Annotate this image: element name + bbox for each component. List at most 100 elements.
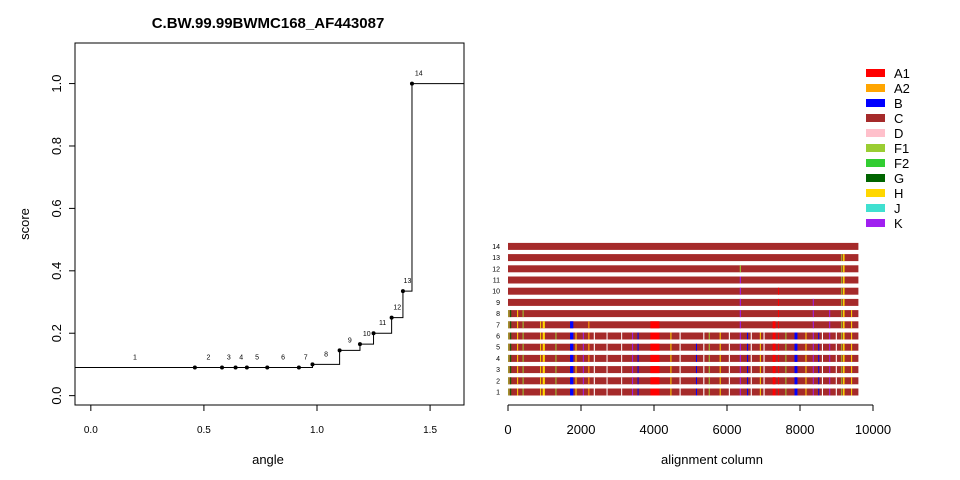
- subtype-segment: [508, 354, 510, 362]
- legend-label: A2: [894, 81, 910, 96]
- subtype-segment: [818, 332, 820, 340]
- subtype-segment: [739, 287, 741, 295]
- subtype-segment: [670, 343, 672, 351]
- alignment-gap: [763, 343, 765, 351]
- subtype-segment: [555, 388, 557, 396]
- subtype-segment: [739, 321, 741, 329]
- alignment-gap: [728, 366, 730, 374]
- subtype-segment: [785, 388, 787, 396]
- alignment-row: [508, 310, 859, 318]
- subtype-segment: [772, 332, 776, 340]
- subtype-segment: [542, 343, 545, 351]
- alignment-gap: [593, 343, 595, 351]
- y-tick-label: 1.0: [49, 75, 64, 93]
- subtype-segment: [695, 343, 697, 351]
- subtype-segment: [812, 366, 814, 374]
- subtype-segment: [588, 332, 590, 340]
- point-label: 9: [348, 337, 352, 344]
- x-tick-label: 0: [504, 422, 511, 437]
- point-label: 7: [304, 355, 308, 362]
- subtype-segment: [540, 343, 542, 351]
- alignment-row: [508, 265, 859, 273]
- subtype-segment: [829, 377, 831, 385]
- legend-label: K: [894, 216, 903, 231]
- alignment-row: [508, 388, 859, 396]
- subtype-segment: [575, 377, 577, 385]
- subtype-segment: [794, 332, 798, 340]
- subtype-segment: [708, 354, 710, 362]
- subtype-segment: [570, 321, 574, 329]
- subtype-segment: [778, 310, 780, 318]
- subtype-segment: [588, 388, 590, 396]
- alignment-gap: [593, 377, 595, 385]
- subtype-segment: [522, 343, 524, 351]
- subtype-segment: [739, 388, 741, 396]
- chart-title: C.BW.99.99BWMC168_AF443087: [152, 15, 385, 32]
- row-label: 14: [492, 244, 500, 251]
- subtype-segment: [708, 332, 710, 340]
- subtype-segment: [843, 321, 845, 329]
- subtype-segment: [637, 354, 639, 362]
- subtype-segment: [739, 310, 741, 318]
- subtype-segment: [517, 354, 519, 362]
- x-tick-label: 1.0: [310, 425, 324, 436]
- alignment-gap: [821, 366, 823, 374]
- subtype-segment: [772, 366, 776, 374]
- subtype-segment: [841, 276, 843, 284]
- subtype-segment: [778, 298, 780, 306]
- alignment-gap: [835, 377, 837, 385]
- step-point: [265, 365, 270, 370]
- step-point: [357, 342, 362, 347]
- legend-label: C: [894, 111, 903, 126]
- subtype-segment: [785, 354, 787, 362]
- subtype-segment: [759, 332, 761, 340]
- legend-label: J: [894, 201, 901, 216]
- point-label: 5: [255, 355, 259, 362]
- subtype-segment: [510, 366, 512, 374]
- step-point: [310, 362, 315, 367]
- row-label: 1: [496, 390, 500, 397]
- point-label: 12: [393, 305, 401, 312]
- subtype-segment: [747, 354, 749, 362]
- subtype-segment: [575, 354, 577, 362]
- alignment-gap: [621, 377, 623, 385]
- subtype-segment: [588, 321, 590, 329]
- subtype-segment: [843, 388, 845, 396]
- row-label: 5: [496, 345, 500, 352]
- subtype-segment: [794, 377, 798, 385]
- subtype-segment: [794, 343, 798, 351]
- subtype-segment: [650, 388, 660, 396]
- legend-label: A1: [894, 66, 910, 81]
- alignment-gap: [679, 366, 681, 374]
- subtype-segment: [785, 332, 787, 340]
- subtype-segment: [575, 388, 577, 396]
- subtype-segment: [650, 332, 660, 340]
- alignment-gap: [679, 354, 681, 362]
- step-point: [409, 81, 414, 86]
- subtype-segment: [508, 388, 510, 396]
- subtype-segment: [772, 343, 776, 351]
- x-tick-label: 0.5: [197, 425, 211, 436]
- subtype-segment: [517, 377, 519, 385]
- alignment-gap: [593, 366, 595, 374]
- alignment-gap: [621, 343, 623, 351]
- subtype-segment: [778, 366, 780, 374]
- row-label: 11: [493, 278, 500, 285]
- alignment-gap: [821, 343, 823, 351]
- alignment-gap: [835, 332, 837, 340]
- subtype-segment: [632, 354, 634, 362]
- subtype-segment: [812, 388, 814, 396]
- alignment-gap: [703, 343, 705, 351]
- legend-label: F1: [894, 141, 909, 156]
- subtype-segment: [540, 321, 542, 329]
- subtype-segment: [510, 321, 512, 329]
- alignment-row: [508, 298, 859, 306]
- subtype-segment: [841, 254, 843, 262]
- y-tick-label: 0.8: [49, 137, 64, 155]
- subtype-segment: [785, 377, 787, 385]
- subtype-segment: [542, 332, 545, 340]
- subtype-segment: [759, 377, 761, 385]
- subtype-segment: [805, 366, 807, 374]
- subtype-segment: [510, 310, 512, 318]
